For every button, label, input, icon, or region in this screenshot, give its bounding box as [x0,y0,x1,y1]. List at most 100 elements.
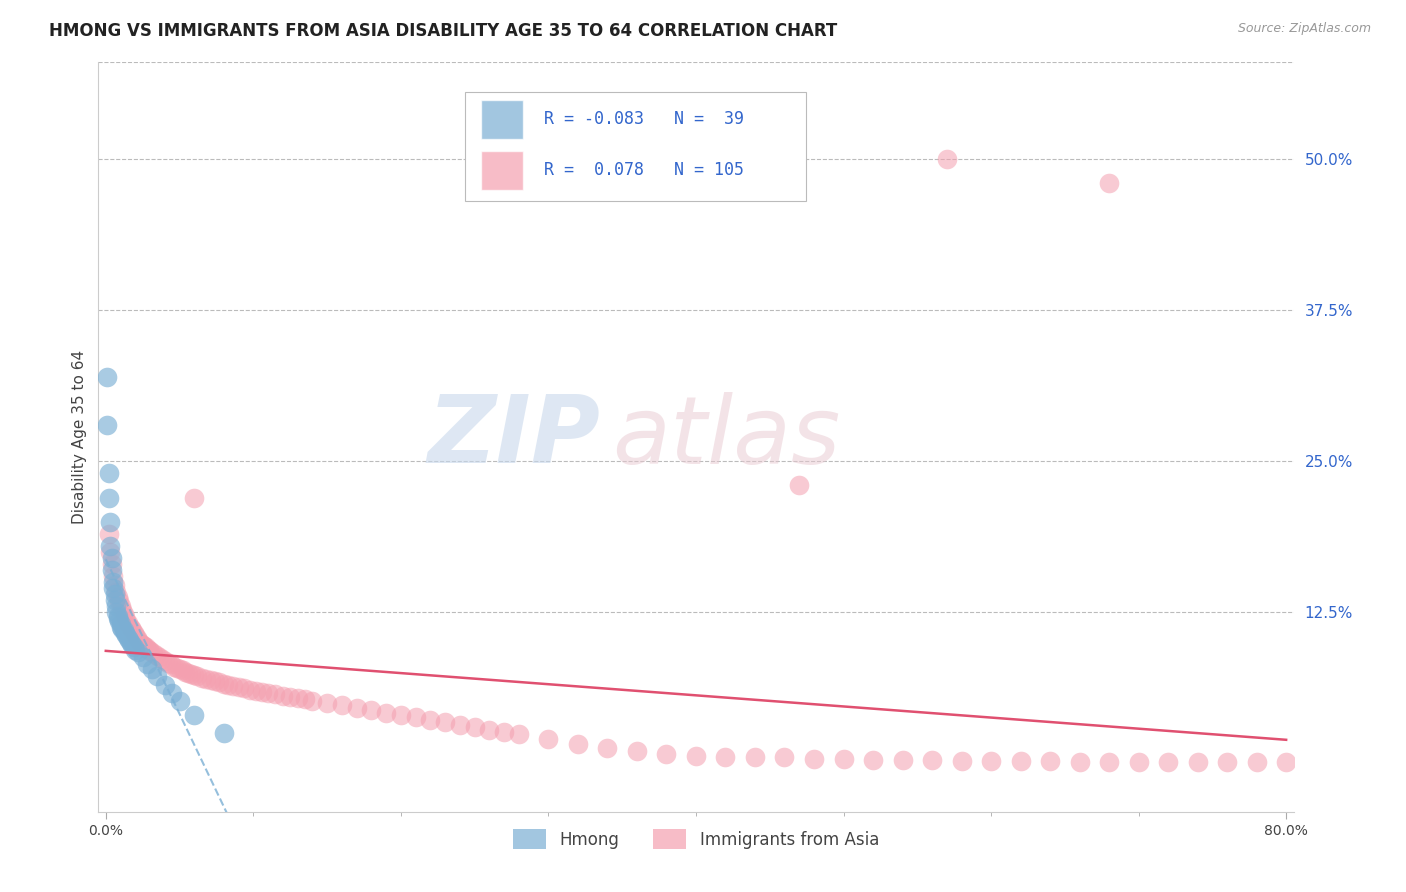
Point [100,563,122,577]
Point [96,417,118,432]
Point [128,635,150,649]
Point [135,640,157,655]
Point [97,467,120,481]
Point [685,749,707,764]
Point [104,593,127,607]
Point [1069,755,1091,769]
Point [567,737,589,751]
Point [159,657,181,672]
Point [183,708,205,723]
Point [117,616,139,631]
Point [107,590,129,604]
Y-axis label: Disability Age 35 to 64: Disability Age 35 to 64 [72,350,87,524]
Point [100,550,122,565]
Point [124,642,146,657]
Point [287,691,309,706]
Point [183,491,205,505]
Point [148,650,170,665]
Text: R = -0.083   N =  39: R = -0.083 N = 39 [544,110,744,128]
Point [111,603,134,617]
Point [464,720,486,734]
Point [494,725,516,739]
Point [127,645,149,659]
Point [257,686,280,700]
Text: atlas: atlas [613,392,841,483]
Point [169,693,191,707]
Point [389,708,412,723]
Point [118,618,141,632]
FancyBboxPatch shape [481,100,523,139]
Point [204,674,226,689]
Point [449,717,471,731]
Point [98,539,121,553]
Point [108,594,131,608]
Point [316,696,339,710]
Point [153,654,176,668]
Point [100,557,122,571]
Point [183,668,205,682]
Point [98,515,121,529]
Point [221,679,243,693]
Point [1098,755,1121,769]
Point [190,671,212,685]
Point [250,685,273,699]
Point [434,715,457,730]
Point [217,678,239,692]
Point [1246,755,1268,769]
Point [111,622,134,636]
Point [163,659,186,673]
Point [172,663,194,677]
Point [117,631,139,645]
Point [97,491,120,505]
Point [146,669,169,683]
Point [1216,755,1239,769]
Point [862,753,884,767]
Point [114,625,136,640]
Point [508,727,530,741]
Point [177,665,200,680]
Point [803,751,825,765]
Point [935,152,957,166]
Point [120,621,142,635]
Point [180,667,202,681]
Point [773,750,796,764]
Point [136,641,159,656]
Point [950,754,973,768]
Point [108,614,131,628]
Point [122,625,145,640]
Point [239,682,262,697]
Point [134,639,156,653]
Text: HMONG VS IMMIGRANTS FROM ASIA DISABILITY AGE 35 TO 64 CORRELATION CHART: HMONG VS IMMIGRANTS FROM ASIA DISABILITY… [49,22,838,40]
Point [97,526,120,541]
Point [127,633,149,648]
Point [115,614,138,628]
Point [124,628,146,642]
Point [301,693,323,707]
Point [153,678,176,692]
Point [112,624,135,638]
Point [278,690,301,704]
Point [1128,755,1150,769]
Point [121,638,143,652]
Point [98,545,121,559]
Point [112,607,135,621]
Legend: Hmong, Immigrants from Asia: Hmong, Immigrants from Asia [506,822,886,855]
Point [245,684,267,698]
Point [107,611,129,625]
Point [212,726,235,740]
Point [110,620,132,634]
Point [166,661,188,675]
Point [105,605,128,619]
Point [478,723,501,737]
Point [787,478,810,492]
Point [714,750,737,764]
Point [104,587,127,601]
Point [233,681,256,696]
Point [118,633,141,648]
Point [101,569,124,583]
Point [208,675,231,690]
Point [139,644,162,658]
Point [101,575,124,590]
Point [110,599,132,614]
Point [271,689,294,703]
